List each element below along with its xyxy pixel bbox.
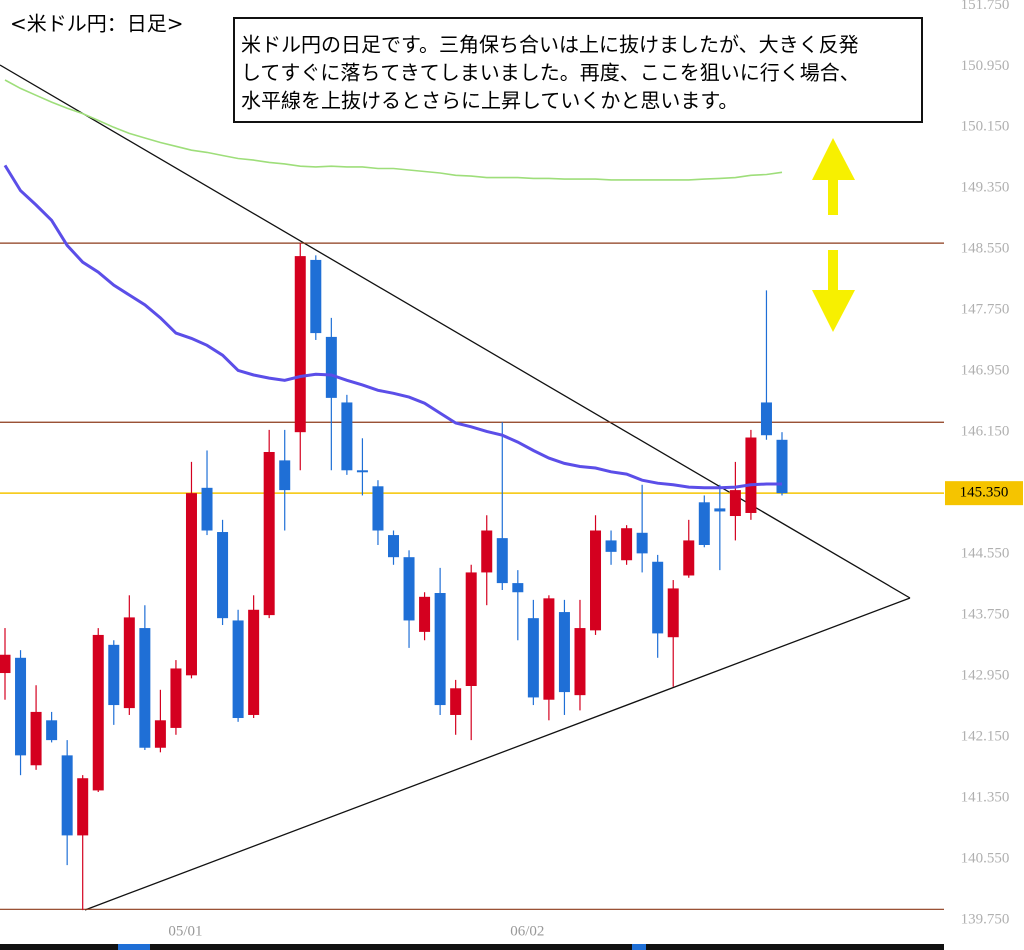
candle-body <box>621 528 633 561</box>
y-tick-label: 143.750 <box>961 607 1010 623</box>
candle-body <box>388 535 399 558</box>
candle-body <box>543 598 555 700</box>
chart-title: <米ドル円：日足> <box>10 12 184 36</box>
candle-body <box>760 402 772 436</box>
candle-body <box>512 583 524 593</box>
candle-body <box>590 530 602 631</box>
candle-body <box>123 617 135 709</box>
annotation-box <box>233 17 923 123</box>
candle-body <box>450 688 462 715</box>
candle-body <box>698 502 710 545</box>
candle-body <box>356 470 368 473</box>
y-tick-label: 150.950 <box>961 58 1010 74</box>
x-tick-label: 05/01 <box>168 923 202 939</box>
candle-body <box>745 437 757 513</box>
y-tick-label: 148.550 <box>961 241 1010 257</box>
y-tick-label: 147.750 <box>961 302 1010 318</box>
candle-body <box>465 572 477 686</box>
candle-body <box>108 644 120 706</box>
candle-body <box>419 596 431 632</box>
candle-body <box>92 634 104 791</box>
candle-body <box>232 620 244 719</box>
down-arrow <box>812 290 855 332</box>
candle-body <box>170 668 182 728</box>
candle-body <box>294 256 306 433</box>
y-tick-label: 150.150 <box>961 119 1010 135</box>
candle-body <box>341 402 353 471</box>
y-tick-label: 151.750 <box>961 0 1010 13</box>
candle-body <box>77 778 89 836</box>
candle-body <box>776 439 788 494</box>
candle-body <box>61 755 73 836</box>
candle-body <box>263 451 275 616</box>
y-tick-label: 149.350 <box>961 180 1010 196</box>
up-arrow <box>828 180 838 215</box>
candle-body <box>372 486 384 531</box>
current-price-box <box>945 481 1023 506</box>
candle-body <box>15 657 27 756</box>
y-tick-label: 141.350 <box>961 789 1010 805</box>
y-tick-label: 139.750 <box>961 911 1010 927</box>
moving-average <box>4 79 783 181</box>
moving-average <box>3 164 782 490</box>
candle-body <box>481 530 493 573</box>
trend-line <box>84 597 911 911</box>
candle-body <box>46 720 58 741</box>
candle-body <box>729 490 741 517</box>
annotation: 米ドル円の日足です。三角保ち合いは上に抜けましたが、大きく反発 <box>241 33 859 57</box>
x-tick-label: 06/02 <box>510 923 544 939</box>
current-price-label: 145.350 <box>960 485 1009 501</box>
annotation: してすぐに落ちてきてしまいました。再度、ここを狙いに行く場合、 <box>241 61 860 85</box>
candle-body <box>154 720 166 748</box>
bottom-bar <box>632 944 646 950</box>
candle-body <box>185 493 197 676</box>
candle-body <box>574 628 586 696</box>
candle-body <box>30 711 42 766</box>
candle-body <box>248 609 260 715</box>
candle-body <box>217 532 229 619</box>
y-tick-label: 142.950 <box>961 668 1010 684</box>
candle-body <box>636 532 648 554</box>
y-tick-label: 142.150 <box>961 729 1010 745</box>
trend-line <box>0 64 911 599</box>
layout <box>0 64 944 950</box>
bottom-bar <box>0 944 944 950</box>
candle-body <box>325 336 337 398</box>
candle-body <box>652 561 664 634</box>
candle-body <box>667 588 679 638</box>
candle-body <box>496 538 508 584</box>
y-tick-label: 146.950 <box>961 363 1010 379</box>
candle-body <box>279 460 291 491</box>
candle-body <box>714 508 726 512</box>
annotation: 水平線を上抜けるとさらに上昇していくかと思います。 <box>241 89 738 113</box>
y-tick-label: 140.550 <box>961 850 1010 866</box>
candle-body <box>201 487 213 531</box>
candle-body <box>139 628 151 748</box>
up-arrow <box>812 138 855 180</box>
y-tick-label: 144.550 <box>961 546 1010 562</box>
down-arrow <box>828 250 838 290</box>
candle-body <box>683 540 695 576</box>
candle-body <box>605 540 617 552</box>
y-tick-label: 146.150 <box>961 424 1010 440</box>
bottom-bar <box>118 944 150 950</box>
candle-body <box>527 618 539 698</box>
candle-body <box>0 654 11 674</box>
candle-body <box>403 557 415 621</box>
candle-body <box>558 612 570 693</box>
candle-body <box>310 259 322 334</box>
candle-body <box>434 593 446 706</box>
